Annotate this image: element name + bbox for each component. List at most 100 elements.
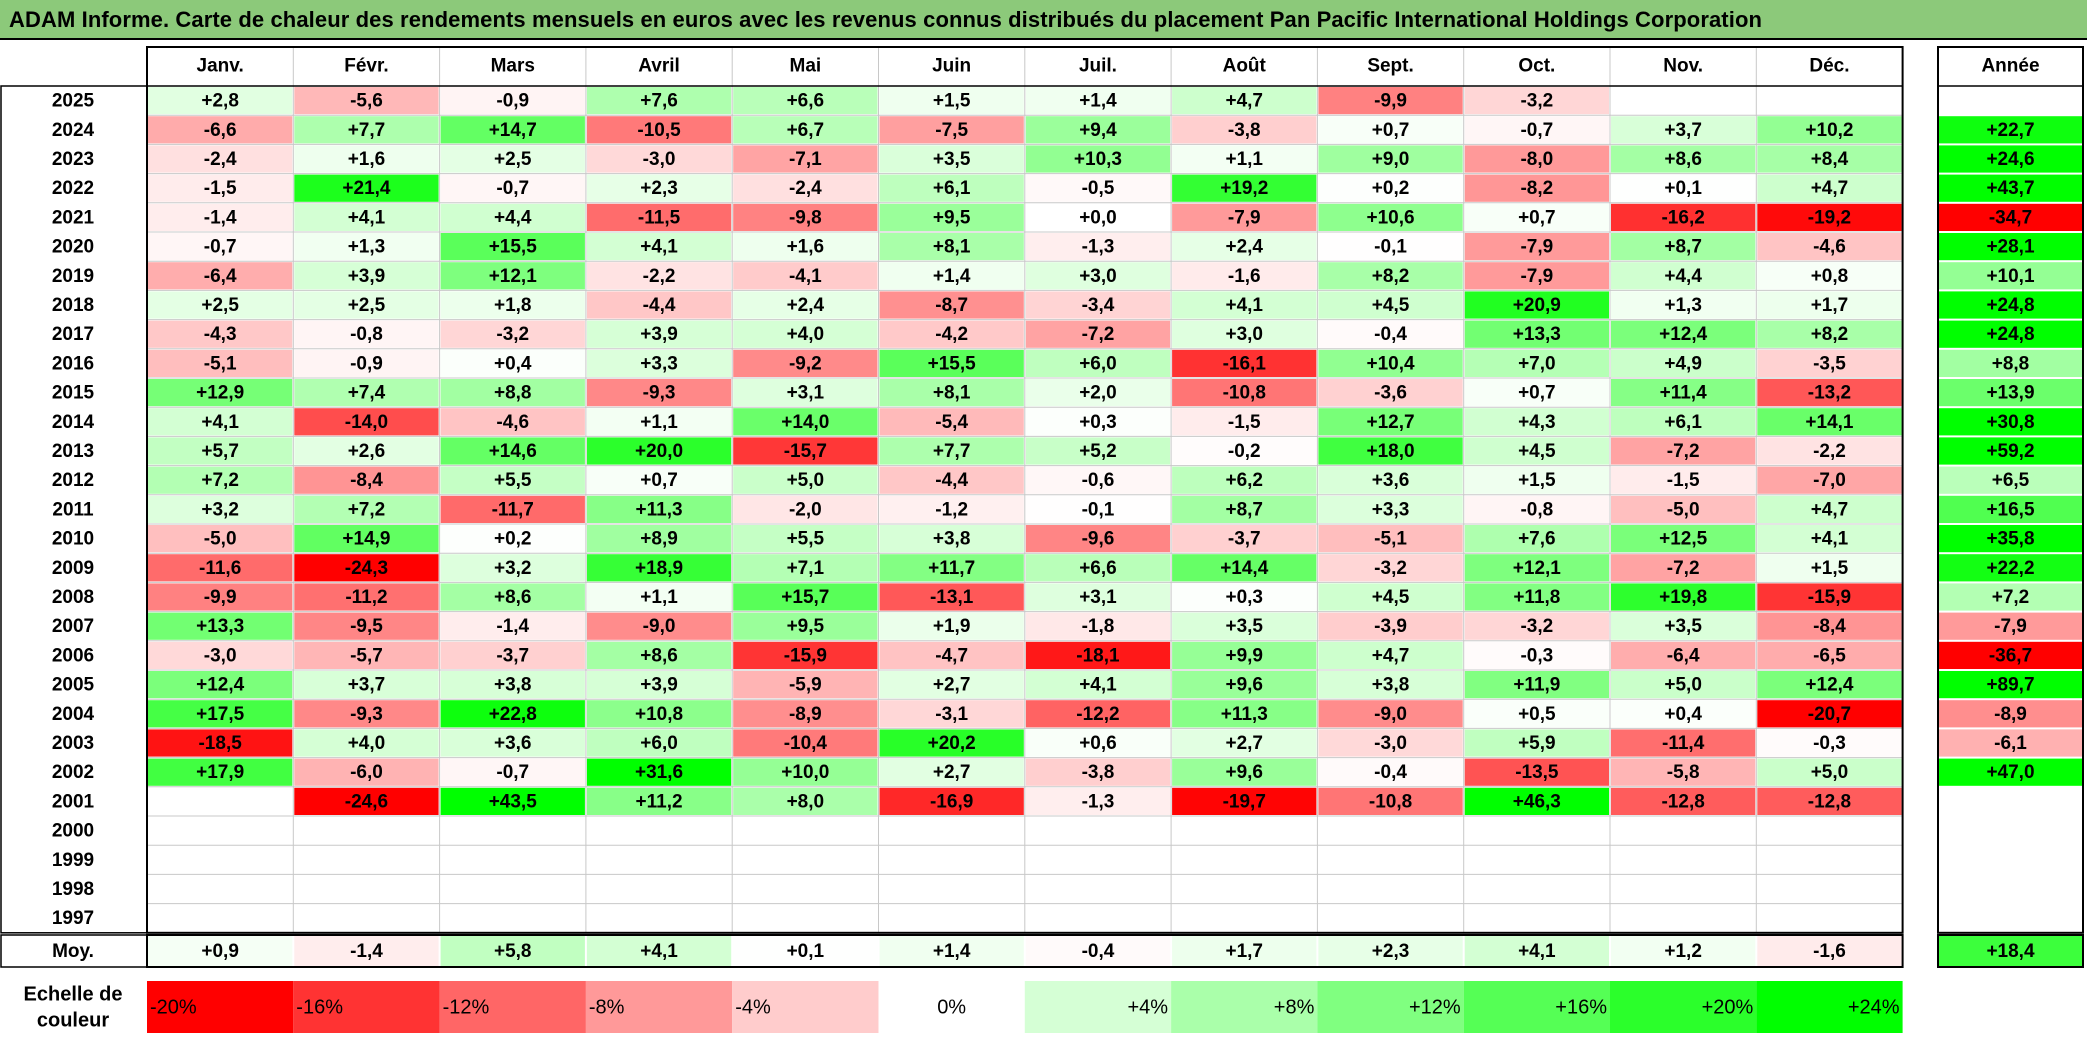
row-label-2019: 2019 <box>52 266 94 287</box>
cell-value: +1,9 <box>933 616 971 637</box>
annual-value: +7,2 <box>1992 587 2030 608</box>
cell-value: +3,8 <box>494 675 532 696</box>
month-header-10: Oct. <box>1518 56 1555 77</box>
cell-value: +7,4 <box>348 383 386 404</box>
cell-value: +3,9 <box>640 324 678 345</box>
cell-value: -4,2 <box>935 324 968 345</box>
heatmap-cell <box>1611 233 1756 261</box>
average-cell <box>1025 936 1171 966</box>
heatmap-cell <box>294 787 439 815</box>
heatmap-cell <box>1611 174 1756 202</box>
cell-value: -1,3 <box>1082 791 1115 812</box>
annual-cell <box>1939 203 2082 231</box>
annual-value: -34,7 <box>1989 207 2032 228</box>
average-annual-cell <box>1939 936 2082 966</box>
row-label-1998: 1998 <box>52 879 94 900</box>
cell-value: +1,1 <box>640 587 678 608</box>
color-scale-label-value: 0% <box>937 996 966 1018</box>
cell-value: -0,7 <box>496 178 529 199</box>
cell-value: -15,9 <box>784 645 827 666</box>
annual-cell <box>1939 700 2082 728</box>
average-cell <box>879 936 1024 966</box>
heatmap-cell <box>1757 787 1902 815</box>
heatmap-cell <box>879 817 1024 845</box>
cell-value: +1,5 <box>1518 470 1556 491</box>
cell-value: -13,5 <box>1515 762 1559 783</box>
heatmap-cell <box>440 291 585 319</box>
cell-value: +2,7 <box>1225 733 1263 754</box>
cell-value: +4,1 <box>640 237 678 258</box>
heatmap-cell <box>294 87 439 115</box>
cell-value: -9,6 <box>1082 529 1115 550</box>
color-scale-label-value: -4% <box>735 996 771 1018</box>
heatmap-cell <box>1464 525 1609 553</box>
cell-value: +0,5 <box>1518 704 1556 725</box>
color-scale-label-value: -16% <box>296 996 343 1018</box>
average-cell <box>294 936 439 966</box>
heatmap-cell <box>1757 320 1902 348</box>
cell-value: -0,5 <box>1082 178 1115 199</box>
heatmap-cell <box>1318 525 1463 553</box>
cell-value: +5,9 <box>1518 733 1556 754</box>
heatmap-cell <box>733 875 878 903</box>
cell-value: -8,4 <box>350 470 383 491</box>
heatmap-cell <box>294 495 439 523</box>
year-header: Année <box>1981 56 2039 77</box>
heatmap-cell <box>294 466 439 494</box>
cell-value: +6,1 <box>933 178 971 199</box>
row-label-2020: 2020 <box>52 237 94 258</box>
heatmap-cell <box>1611 349 1756 377</box>
heatmap-cell <box>440 554 585 582</box>
row-label-2005: 2005 <box>52 675 95 696</box>
heatmap-cell <box>1611 495 1756 523</box>
heatmap-cell <box>1025 291 1171 319</box>
heatmap-cell <box>1172 349 1317 377</box>
color-scale-label-value: +20% <box>1702 996 1754 1018</box>
cell-value: +4,3 <box>1518 412 1556 433</box>
heatmap-cell <box>440 671 585 699</box>
cell-value: +8,2 <box>1372 266 1410 287</box>
heatmap-cell <box>1611 758 1756 786</box>
heatmap-cell <box>148 787 293 815</box>
cell-value: +11,7 <box>928 558 975 579</box>
heatmap-cell <box>879 262 1024 290</box>
heatmap-cell <box>1025 817 1171 845</box>
heatmap-cell <box>1172 408 1317 436</box>
heatmap-cell <box>440 729 585 757</box>
cell-value: +9,9 <box>1225 645 1263 666</box>
heatmap-cell <box>586 817 732 845</box>
cell-value: -3,2 <box>1520 616 1553 637</box>
cell-value: +2,3 <box>640 178 678 199</box>
heatmap-cell <box>294 875 439 903</box>
heatmap-cell <box>148 408 293 436</box>
heatmap-cell <box>879 87 1024 115</box>
cell-value: +11,3 <box>636 499 683 520</box>
cell-value: -3,9 <box>1374 616 1407 637</box>
heatmap-cell <box>1464 612 1609 640</box>
cell-value: +19,2 <box>1220 178 1268 199</box>
cell-value: +5,0 <box>787 470 825 491</box>
heatmap-cell <box>586 495 732 523</box>
heatmap-cell <box>1611 87 1756 115</box>
row-label-2024: 2024 <box>52 120 95 141</box>
cell-value: +1,5 <box>1811 558 1849 579</box>
color-scale-swatch <box>878 981 1025 1033</box>
cell-value: +4,7 <box>1811 178 1849 199</box>
cell-value: +4,4 <box>1664 266 1702 287</box>
cell-value: -13,1 <box>930 587 974 608</box>
heatmap-cell <box>440 116 585 144</box>
heatmap-cell <box>1172 875 1317 903</box>
cell-value: -24,6 <box>345 791 388 812</box>
annual-cell <box>1939 758 2082 786</box>
heatmap-cell <box>294 904 439 932</box>
annual-cell <box>1939 817 2082 845</box>
cell-value: +9,6 <box>1225 762 1263 783</box>
month-header-7: Juil. <box>1079 56 1117 77</box>
cell-value: +4,5 <box>1518 441 1556 462</box>
heatmap-cell <box>1757 116 1902 144</box>
heatmap-cell <box>1757 525 1902 553</box>
cell-value: -10,4 <box>784 733 828 754</box>
cell-value: +0,3 <box>1225 587 1263 608</box>
cell-value: +43,5 <box>489 791 538 812</box>
cell-value: +7,2 <box>348 499 386 520</box>
